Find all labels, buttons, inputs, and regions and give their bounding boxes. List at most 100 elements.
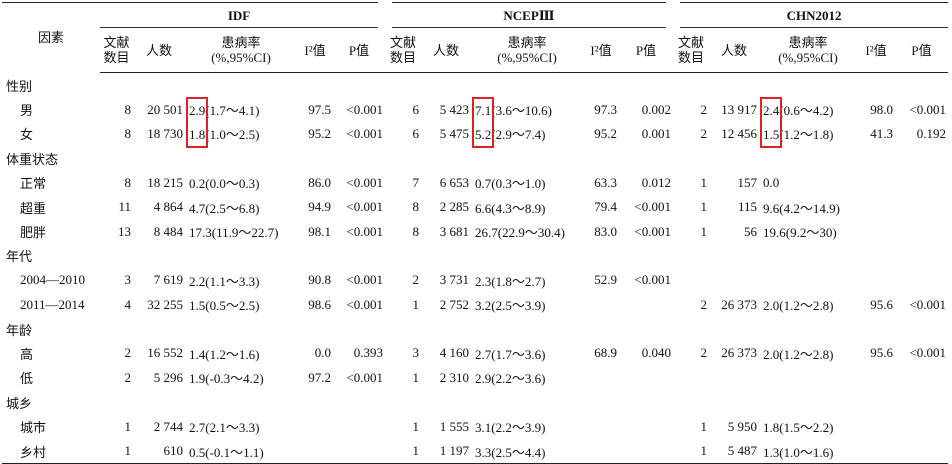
value-cell: 1 555: [439, 418, 470, 434]
value-cell: 8: [124, 101, 132, 117]
estimate: 7.1: [475, 103, 492, 119]
value-cell: <0.001: [346, 101, 384, 117]
estimate: 1.5: [763, 127, 780, 143]
group-header: IDF: [100, 2, 386, 28]
value-cell: 32 255: [147, 296, 183, 312]
value-cell: 5 296: [153, 369, 183, 385]
confidence-interval: (-0.1～1.1): [205, 444, 264, 460]
value-cell: 0.012: [641, 174, 672, 190]
group-header: NCEPⅢ: [378, 2, 674, 28]
column-header-text: I²值: [865, 42, 887, 58]
value-cell: <0.001: [346, 369, 384, 385]
column-header: P值: [333, 27, 386, 73]
estimate: 1.8: [763, 420, 780, 436]
value-cell: 97.5: [308, 101, 331, 117]
value-cell: 1: [700, 418, 708, 434]
estimate: 4.7: [189, 200, 206, 216]
prevalence-cell: 1.5(0.5～2.5): [185, 293, 297, 317]
row-label: 肥胖: [20, 225, 47, 241]
value-cell: 79.4: [594, 199, 618, 215]
empty-cell: [857, 195, 895, 219]
value-cell: 2: [700, 101, 708, 117]
column-header-text: 人数: [721, 42, 748, 58]
prevalence-cell: 2.0(1.2～2.8): [759, 341, 857, 365]
empty-cell: [583, 293, 619, 317]
prevalence-cell: 2.7(2.1～3.3): [185, 414, 297, 438]
estimate: 3.3: [475, 444, 492, 460]
column-header: I²值: [583, 27, 620, 73]
estimate: 1.3: [763, 444, 780, 460]
confidence-interval: (2.2～3.9): [491, 420, 546, 436]
value-cell: 1: [673, 438, 710, 464]
value-cell: 1: [700, 174, 708, 190]
confidence-interval: (1.2～1.8): [779, 127, 834, 143]
confidence-interval: (3.6～10.6): [491, 103, 552, 119]
empty-cell: [583, 438, 620, 464]
empty-cell: [583, 414, 619, 438]
section-label: 体重状态: [6, 151, 59, 167]
value-cell: <0.001: [634, 199, 672, 215]
column-header-text: I²值: [304, 42, 326, 58]
empty-cell: [709, 366, 759, 390]
data-row: 肥胖 13 8 484 17.3(11.9～22.7) 98.1 <0.001 8 3 681…: [2, 219, 948, 243]
value-cell: 5 423: [439, 101, 470, 117]
column-header-text: P值: [635, 42, 657, 58]
value-cell: 56: [744, 223, 758, 239]
value-cell: 5 475: [439, 125, 470, 141]
value-cell: 4 864: [153, 199, 183, 215]
data-row: 正常 8 18 215 0.2(0.0～0.3) 86.0 <0.001 7 6 653 0.7…: [2, 171, 948, 195]
value-cell: 94.9: [308, 199, 331, 215]
confidence-interval: (0.0～0.3): [205, 176, 260, 192]
value-cell: <0.001: [346, 199, 384, 215]
value-cell: 98.6: [308, 296, 331, 312]
value-cell: 6 653: [439, 174, 470, 190]
value-cell: 1: [412, 369, 420, 385]
confidence-interval: (1.2～2.8): [779, 346, 834, 362]
confidence-interval: (2.5～4.4): [491, 444, 546, 460]
value-cell: 2 310: [439, 369, 470, 385]
value-cell: 0.393: [353, 345, 384, 361]
value-cell: 83.0: [594, 223, 618, 239]
prevalence-cell: 0.2(0.0～0.3): [185, 171, 297, 195]
value-cell: 90.8: [308, 272, 331, 288]
value-cell: 3: [412, 345, 420, 361]
value-cell: 18 215: [147, 174, 183, 190]
empty-cell: [857, 219, 895, 243]
value-cell: 18 730: [147, 125, 183, 141]
estimate: 5.2: [475, 127, 492, 143]
estimate: 9.6: [763, 200, 780, 216]
empty-cell: [619, 438, 674, 464]
confidence-interval: (1.7～4.1): [205, 103, 260, 119]
value-cell: 8: [412, 199, 420, 215]
prevalence-cell: 19.6(9.2～30): [759, 219, 857, 243]
value-cell: 0.040: [641, 345, 672, 361]
value-cell: 1 197: [421, 438, 472, 464]
empty-cell: [895, 195, 948, 219]
column-header-text: 患病率: [221, 35, 261, 50]
estimate: 2.7: [475, 346, 492, 362]
value-cell: 2: [124, 345, 132, 361]
empty-cell: [759, 366, 857, 390]
confidence-interval: (1.8～2.7): [491, 273, 546, 289]
empty-cell: [673, 366, 709, 390]
row-label: 乡村: [2, 438, 100, 464]
value-cell: <0.001: [346, 125, 384, 141]
value-cell: 157: [737, 174, 758, 190]
value-cell: 7: [412, 174, 420, 190]
estimate: 19.6: [763, 225, 786, 241]
estimate: 2.0: [763, 346, 780, 362]
estimate: 0.2: [189, 176, 206, 192]
empty-cell: [895, 219, 948, 243]
empty-cell: [857, 366, 895, 390]
empty-cell: [895, 438, 949, 464]
estimate: 2.9: [475, 371, 492, 387]
value-cell: 0.0: [314, 345, 331, 361]
value-cell: 610: [133, 438, 185, 464]
row-label: 高: [20, 346, 34, 362]
column-header-text: 人数: [433, 42, 460, 58]
column-header: 人数: [709, 27, 760, 73]
confidence-interval: (0.3～1.0): [491, 176, 546, 192]
factor-header: 因素: [37, 30, 64, 46]
estimate: 1.8: [189, 127, 206, 143]
